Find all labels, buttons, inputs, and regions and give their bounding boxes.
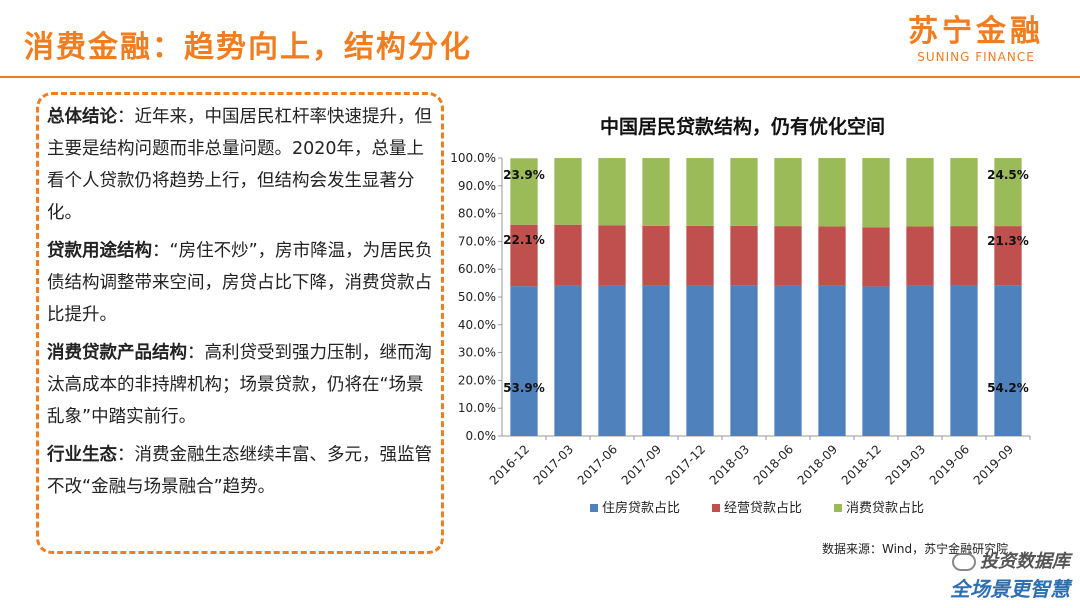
y-tick-label: 50.0% [458, 290, 496, 304]
y-tick-label: 60.0% [458, 262, 496, 276]
bar-segment-housing [774, 285, 802, 436]
summary-body: ：近年来，中国居民杠杆率快速提升，但主要是结构问题而非总量问题。2020年，总量… [47, 107, 432, 223]
bar-segment-housing [906, 285, 934, 436]
y-tick-label: 20.0% [458, 373, 496, 387]
summary-heading: 消费贷款产品结构 [47, 343, 187, 363]
bar-segment-consumer [510, 158, 538, 225]
bar-segment-consumer [642, 158, 670, 226]
bar-segment-consumer [686, 158, 714, 226]
x-tick-label: 2019-06 [927, 442, 972, 487]
x-tick-label: 2018-03 [707, 442, 752, 487]
watermark-top: 投资数据库 [950, 547, 1070, 573]
bar-segment-housing [642, 285, 670, 436]
summary-heading: 贷款用途结构 [47, 241, 152, 261]
bar-segment-consumer [950, 158, 978, 227]
data-label: 22.1% [503, 233, 545, 247]
wechat-icon [952, 553, 976, 571]
bar-segment-housing [510, 286, 538, 436]
bar-segment-consumer [906, 158, 934, 227]
bar-segment-consumer [862, 158, 890, 228]
y-tick-label: 80.0% [458, 207, 496, 221]
x-tick-label: 2016-12 [487, 442, 532, 487]
y-tick-label: 40.0% [458, 318, 496, 332]
legend-swatch [834, 504, 842, 512]
x-tick-label: 2018-09 [795, 442, 840, 487]
bar-segment-consumer [554, 158, 582, 225]
stacked-bar-chart: 0.0% 10.0% 20.0% 30.0% 40.0% 50.0% 60.0% 70.0% 8… [450, 151, 1031, 516]
summary-body: ：高利贷受到强力压制，继而淘汰高成本的非持牌机构；场景贷款，仍将在“场景乱象”中… [47, 343, 432, 427]
summary-paragraph-product-structure: 消费贷款产品结构：高利贷受到强力压制，继而淘汰高成本的非持牌机构；场景贷款，仍将… [47, 337, 435, 433]
bar-segment-business [598, 225, 626, 286]
source-note: 数据来源：Wind，苏宁金融研究院 [822, 542, 1009, 556]
bar-segment-business [950, 226, 978, 286]
bar-segment-business [906, 226, 934, 286]
legend-swatch [712, 504, 720, 512]
bar-segment-business [818, 226, 846, 286]
x-tick-label: 2017-03 [531, 442, 576, 487]
data-label: 23.9% [503, 168, 545, 182]
bar-segment-housing [730, 285, 758, 436]
x-tick-label: 2019-09 [971, 442, 1016, 487]
y-tick-label: 100.0% [450, 151, 496, 165]
bar-segment-consumer [730, 158, 758, 226]
legend-label: 住房贷款占比 [602, 500, 680, 516]
logo-text-cn: 苏宁金融 [908, 14, 1044, 49]
bar-segment-housing [686, 285, 714, 436]
bar-segment-housing [862, 286, 890, 436]
bar-segment-consumer [994, 158, 1022, 227]
bar-segment-business [686, 225, 714, 286]
x-tick-label: 2018-12 [839, 442, 884, 487]
bar-segment-business [862, 227, 890, 287]
bar-segment-housing [554, 285, 582, 436]
data-label: 21.3% [987, 234, 1029, 248]
summary-body: ：消费金融生态继续丰富、多元，强监管不改“金融与场景融合”趋势。 [47, 445, 432, 497]
bar-segment-business [554, 224, 582, 286]
header-divider [0, 76, 1080, 78]
legend-swatch [590, 504, 598, 512]
x-tick-label: 2019-03 [883, 442, 928, 487]
bar-segment-consumer [818, 158, 846, 227]
page-title: 消费金融：趋势向上，结构分化 [24, 30, 472, 65]
x-tick-label: 2017-09 [619, 442, 664, 487]
x-tick-label: 2017-06 [575, 442, 620, 487]
summary-box: 总体结论：近年来，中国居民杠杆率快速提升，但主要是结构问题而非总量问题。2020… [36, 92, 444, 554]
y-tick-label: 90.0% [458, 179, 496, 193]
data-label: 53.9% [503, 381, 545, 395]
bar-segment-consumer [774, 158, 802, 227]
bar-segment-business [774, 226, 802, 286]
bar-segment-business [994, 226, 1022, 286]
summary-paragraph-overall: 总体结论：近年来，中国居民杠杆率快速提升，但主要是结构问题而非总量问题。2020… [47, 101, 435, 229]
y-tick-label: 10.0% [458, 401, 496, 415]
watermark-bottom: 全场景更智慧 [950, 577, 1070, 601]
bar-segment-housing [994, 285, 1022, 436]
summary-paragraph-industry: 行业生态：消费金融生态继续丰富、多元，强监管不改“金融与场景融合”趋势。 [47, 439, 435, 503]
bar-segment-consumer [598, 158, 626, 226]
summary-heading: 行业生态 [47, 445, 117, 465]
y-tick-label: 70.0% [458, 234, 496, 248]
summary-paragraph-loan-usage: 贷款用途结构：“房住不炒”，房市降温，为居民负债结构调整带来空间，房贷占比下降，… [47, 235, 435, 331]
watermark: 投资数据库 全场景更智慧 [950, 547, 1070, 602]
logo: 苏宁金融 SUNING FINANCE [908, 14, 1044, 64]
data-label: 24.5% [987, 168, 1029, 182]
y-tick-label: 30.0% [458, 346, 496, 360]
summary-body: ：“房住不炒”，房市降温，为居民负债结构调整带来空间，房贷占比下降，消费贷款占比… [47, 241, 433, 325]
y-tick-label: 0.0% [466, 429, 497, 443]
x-tick-label: 2018-06 [751, 442, 796, 487]
legend-label: 消费贷款占比 [846, 501, 924, 516]
data-label: 54.2% [987, 381, 1029, 395]
x-tick-label: 2017-12 [663, 442, 708, 487]
bar-segment-housing [950, 285, 978, 436]
summary-heading: 总体结论 [47, 107, 117, 127]
bar-segment-housing [818, 285, 846, 436]
watermark-top-text: 投资数据库 [980, 551, 1070, 572]
chart-title: 中国居民贷款结构，仍有优化空间 [600, 116, 886, 138]
bar-segment-business [730, 225, 758, 286]
bar-segment-business [642, 225, 670, 286]
bar-segment-housing [598, 285, 626, 436]
logo-text-en: SUNING FINANCE [917, 50, 1035, 64]
legend-label: 经营贷款占比 [724, 501, 802, 516]
bar-segment-business [510, 224, 538, 287]
